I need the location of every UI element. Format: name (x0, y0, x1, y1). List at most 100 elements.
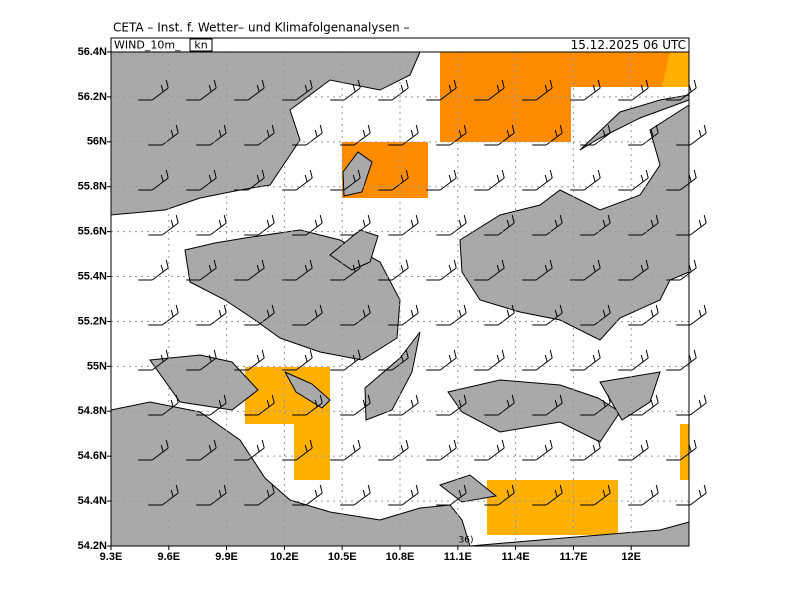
aero (283, 370, 331, 409)
wind-barb (641, 484, 659, 506)
wind-barb (151, 259, 169, 281)
wind-barb (439, 169, 457, 191)
wind-barb (295, 79, 313, 101)
y-tick-label: 54.8N (78, 405, 107, 417)
variable-name: WIND_10m_ (114, 39, 181, 52)
wind-barb (353, 214, 371, 236)
wind-barb (305, 124, 323, 146)
wind-barb (545, 484, 563, 506)
wind-barb (439, 79, 457, 101)
y-tick-label: 55.2N (78, 315, 107, 327)
wind-barb (439, 439, 457, 461)
wind-barb (257, 484, 275, 506)
wind-barb (679, 79, 697, 101)
y-tick-label: 56.2N (78, 91, 107, 103)
wind-barb (689, 394, 707, 416)
wind-barb (199, 439, 217, 461)
shade-mid (680, 424, 689, 480)
wind-barb (593, 124, 611, 146)
wind-barb (295, 169, 313, 191)
shade-mid (662, 52, 689, 87)
x-tick-label: 10.8E (386, 551, 415, 563)
wind-barb (535, 259, 553, 281)
wind-barb (535, 439, 553, 461)
wind-barb (343, 439, 361, 461)
wind-barb (583, 259, 601, 281)
wind-barb (449, 124, 467, 146)
wind-barb (535, 349, 553, 371)
y-tick-label: 56N (87, 136, 107, 148)
wind-barb (497, 484, 515, 506)
wind-barb (679, 349, 697, 371)
map-area: 36) (110, 51, 707, 547)
wind-barb (343, 169, 361, 191)
wind-barb (689, 214, 707, 236)
wind-barb (161, 214, 179, 236)
y-tick-label: 54.2N (78, 540, 107, 552)
wind-barb (583, 79, 601, 101)
wind-barb (535, 169, 553, 191)
x-tick-label: 9.9E (215, 551, 238, 563)
wind-barb (401, 124, 419, 146)
wind-barb (689, 484, 707, 506)
wind-barb (151, 439, 169, 461)
wind-barb (679, 259, 697, 281)
wind-barb (161, 394, 179, 416)
wind-barb (583, 349, 601, 371)
wind-barb (583, 439, 601, 461)
valid-time: 15.12.2025 06 UTC (571, 38, 686, 52)
header-title: CETA – Inst. f. Wetter– und Klimafolgena… (113, 21, 410, 35)
wind-barb (641, 394, 659, 416)
wind-barb (257, 304, 275, 326)
wind-barb (343, 349, 361, 371)
shade-mid (294, 424, 330, 480)
wind-barbs (138, 79, 707, 506)
jutland (110, 51, 421, 216)
wind-barb (353, 484, 371, 506)
y-tick-label: 54.4N (78, 495, 107, 507)
grid (111, 52, 689, 546)
wind-barb (257, 214, 275, 236)
wind-barb (487, 169, 505, 191)
x-tick-label: 11.1E (444, 551, 472, 563)
wind-barb (449, 304, 467, 326)
wind-barb (161, 124, 179, 146)
wind-barb (247, 439, 265, 461)
wind-barb (353, 124, 371, 146)
wind-barb (305, 214, 323, 236)
sweden (579, 52, 690, 151)
wind-barb (497, 304, 515, 326)
wind-barb (487, 439, 505, 461)
y-tick-label: 54.6N (78, 450, 107, 462)
wind-barb (487, 349, 505, 371)
wind-barb (545, 124, 563, 146)
wind-barb (679, 439, 697, 461)
wind-barb (209, 214, 227, 236)
wind-barb (449, 484, 467, 506)
wind-barb (401, 214, 419, 236)
wind-barb (583, 169, 601, 191)
wind-barb (247, 79, 265, 101)
wind-barb (401, 484, 419, 506)
x-tick-label: 11.4E (502, 551, 530, 563)
x-tick-label: 9.6E (157, 551, 180, 563)
x-tick-label: 10.2E (270, 551, 299, 563)
wind-barb (247, 169, 265, 191)
wind-barb (631, 349, 649, 371)
annotation: 36) (459, 536, 474, 546)
wind-barb (199, 169, 217, 191)
wind-barb (641, 304, 659, 326)
wind-barb (689, 124, 707, 146)
wind-barb (161, 484, 179, 506)
wind-barb (343, 79, 361, 101)
wind-barb (295, 349, 313, 371)
wind-barb (593, 484, 611, 506)
wind-barb (401, 394, 419, 416)
wind-barb (631, 169, 649, 191)
wind-barb (353, 394, 371, 416)
schleswig (110, 401, 471, 547)
y-tick-label: 55.8N (78, 181, 107, 193)
wind-barb (209, 304, 227, 326)
unit: kn (194, 39, 207, 52)
